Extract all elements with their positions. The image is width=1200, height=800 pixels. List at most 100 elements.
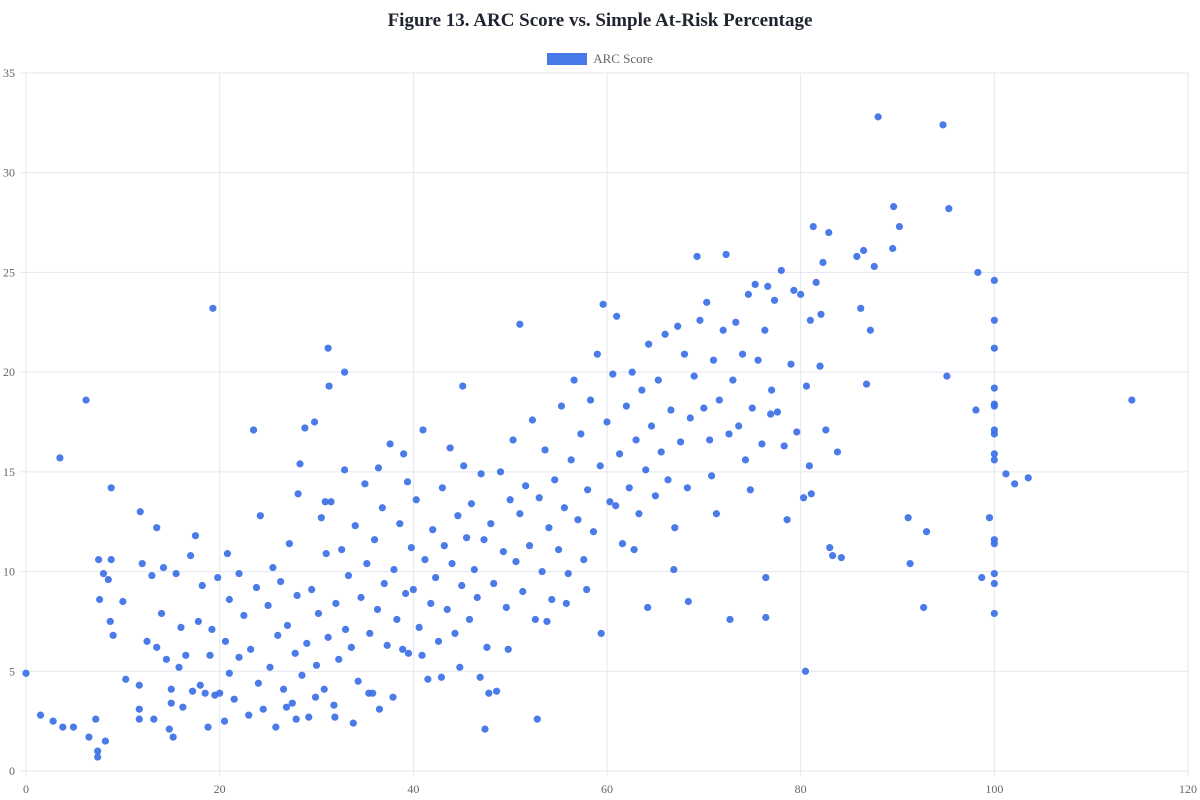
data-point[interactable]	[95, 595, 104, 604]
data-point[interactable]	[169, 733, 177, 741]
data-point[interactable]	[136, 508, 144, 516]
data-point[interactable]	[225, 595, 233, 604]
data-point[interactable]	[638, 386, 646, 394]
data-point[interactable]	[148, 571, 156, 580]
data-point[interactable]	[294, 490, 302, 498]
data-point[interactable]	[371, 536, 379, 544]
data-point[interactable]	[805, 462, 813, 470]
data-point[interactable]	[751, 280, 759, 288]
data-point[interactable]	[175, 663, 183, 671]
data-point[interactable]	[459, 382, 467, 390]
data-point[interactable]	[458, 581, 466, 590]
data-point[interactable]	[1011, 480, 1019, 488]
data-point[interactable]	[744, 290, 752, 298]
data-point[interactable]	[335, 655, 343, 663]
data-point[interactable]	[301, 424, 309, 432]
data-point[interactable]	[363, 559, 371, 568]
data-point[interactable]	[528, 416, 537, 424]
data-point[interactable]	[603, 418, 611, 426]
data-point[interactable]	[443, 605, 451, 614]
data-point[interactable]	[340, 466, 349, 474]
data-point[interactable]	[407, 544, 415, 552]
data-point[interactable]	[783, 516, 791, 524]
data-point[interactable]	[802, 382, 811, 390]
data-point[interactable]	[320, 685, 328, 693]
data-point[interactable]	[177, 623, 185, 632]
data-point[interactable]	[509, 436, 517, 444]
data-point[interactable]	[437, 673, 446, 681]
data-point[interactable]	[628, 368, 636, 376]
data-point[interactable]	[157, 609, 166, 618]
data-point[interactable]	[322, 550, 330, 558]
data-point[interactable]	[321, 498, 329, 506]
data-point[interactable]	[866, 326, 874, 334]
data-point[interactable]	[401, 589, 410, 598]
data-point[interactable]	[593, 350, 601, 358]
data-point[interactable]	[314, 609, 323, 618]
data-point[interactable]	[822, 426, 830, 434]
data-point[interactable]	[712, 510, 721, 518]
data-point[interactable]	[230, 695, 238, 703]
data-point[interactable]	[208, 625, 216, 634]
data-point[interactable]	[762, 613, 770, 622]
data-point[interactable]	[380, 579, 388, 588]
data-point[interactable]	[374, 464, 383, 472]
data-point[interactable]	[303, 639, 311, 647]
data-point[interactable]	[671, 524, 679, 532]
data-point[interactable]	[399, 645, 407, 653]
data-point[interactable]	[122, 675, 130, 683]
data-point[interactable]	[725, 430, 733, 438]
data-point[interactable]	[477, 470, 485, 478]
data-point[interactable]	[974, 268, 982, 277]
data-point[interactable]	[349, 719, 357, 727]
data-point[interactable]	[59, 723, 67, 731]
data-point[interactable]	[421, 556, 429, 564]
data-point[interactable]	[291, 649, 299, 657]
data-point[interactable]	[670, 565, 678, 574]
data-point[interactable]	[551, 476, 559, 484]
data-point[interactable]	[493, 687, 501, 695]
data-point[interactable]	[706, 436, 714, 444]
data-point[interactable]	[216, 689, 224, 697]
data-point[interactable]	[220, 717, 229, 725]
data-point[interactable]	[429, 526, 437, 534]
data-point[interactable]	[809, 222, 817, 231]
data-point[interactable]	[651, 492, 660, 500]
data-point[interactable]	[393, 615, 401, 624]
data-point[interactable]	[481, 725, 489, 733]
data-point[interactable]	[696, 316, 704, 324]
data-point[interactable]	[324, 344, 332, 352]
data-point[interactable]	[325, 382, 333, 390]
data-point[interactable]	[279, 685, 288, 693]
data-point[interactable]	[609, 370, 617, 378]
data-point[interactable]	[135, 715, 143, 723]
data-point[interactable]	[415, 623, 423, 632]
data-point[interactable]	[317, 514, 325, 522]
data-point[interactable]	[990, 276, 998, 285]
data-point[interactable]	[525, 542, 534, 550]
data-point[interactable]	[644, 603, 652, 612]
data-point[interactable]	[259, 705, 267, 713]
data-point[interactable]	[770, 296, 779, 304]
data-point[interactable]	[580, 556, 588, 564]
data-point[interactable]	[340, 368, 349, 376]
data-point[interactable]	[700, 404, 708, 412]
data-point[interactable]	[790, 286, 798, 294]
data-point[interactable]	[990, 384, 998, 392]
data-point[interactable]	[719, 326, 727, 334]
data-point[interactable]	[440, 542, 448, 550]
data-point[interactable]	[630, 546, 638, 554]
data-point[interactable]	[768, 386, 776, 394]
data-point[interactable]	[434, 637, 443, 645]
data-point[interactable]	[904, 514, 912, 522]
data-point[interactable]	[338, 546, 346, 554]
data-point[interactable]	[196, 681, 204, 689]
data-point[interactable]	[533, 715, 541, 723]
data-point[interactable]	[485, 689, 493, 697]
data-point[interactable]	[456, 663, 464, 671]
data-point[interactable]	[191, 532, 200, 540]
data-point[interactable]	[247, 645, 255, 653]
data-point[interactable]	[496, 468, 505, 476]
data-point[interactable]	[599, 300, 607, 308]
data-point[interactable]	[654, 376, 662, 384]
